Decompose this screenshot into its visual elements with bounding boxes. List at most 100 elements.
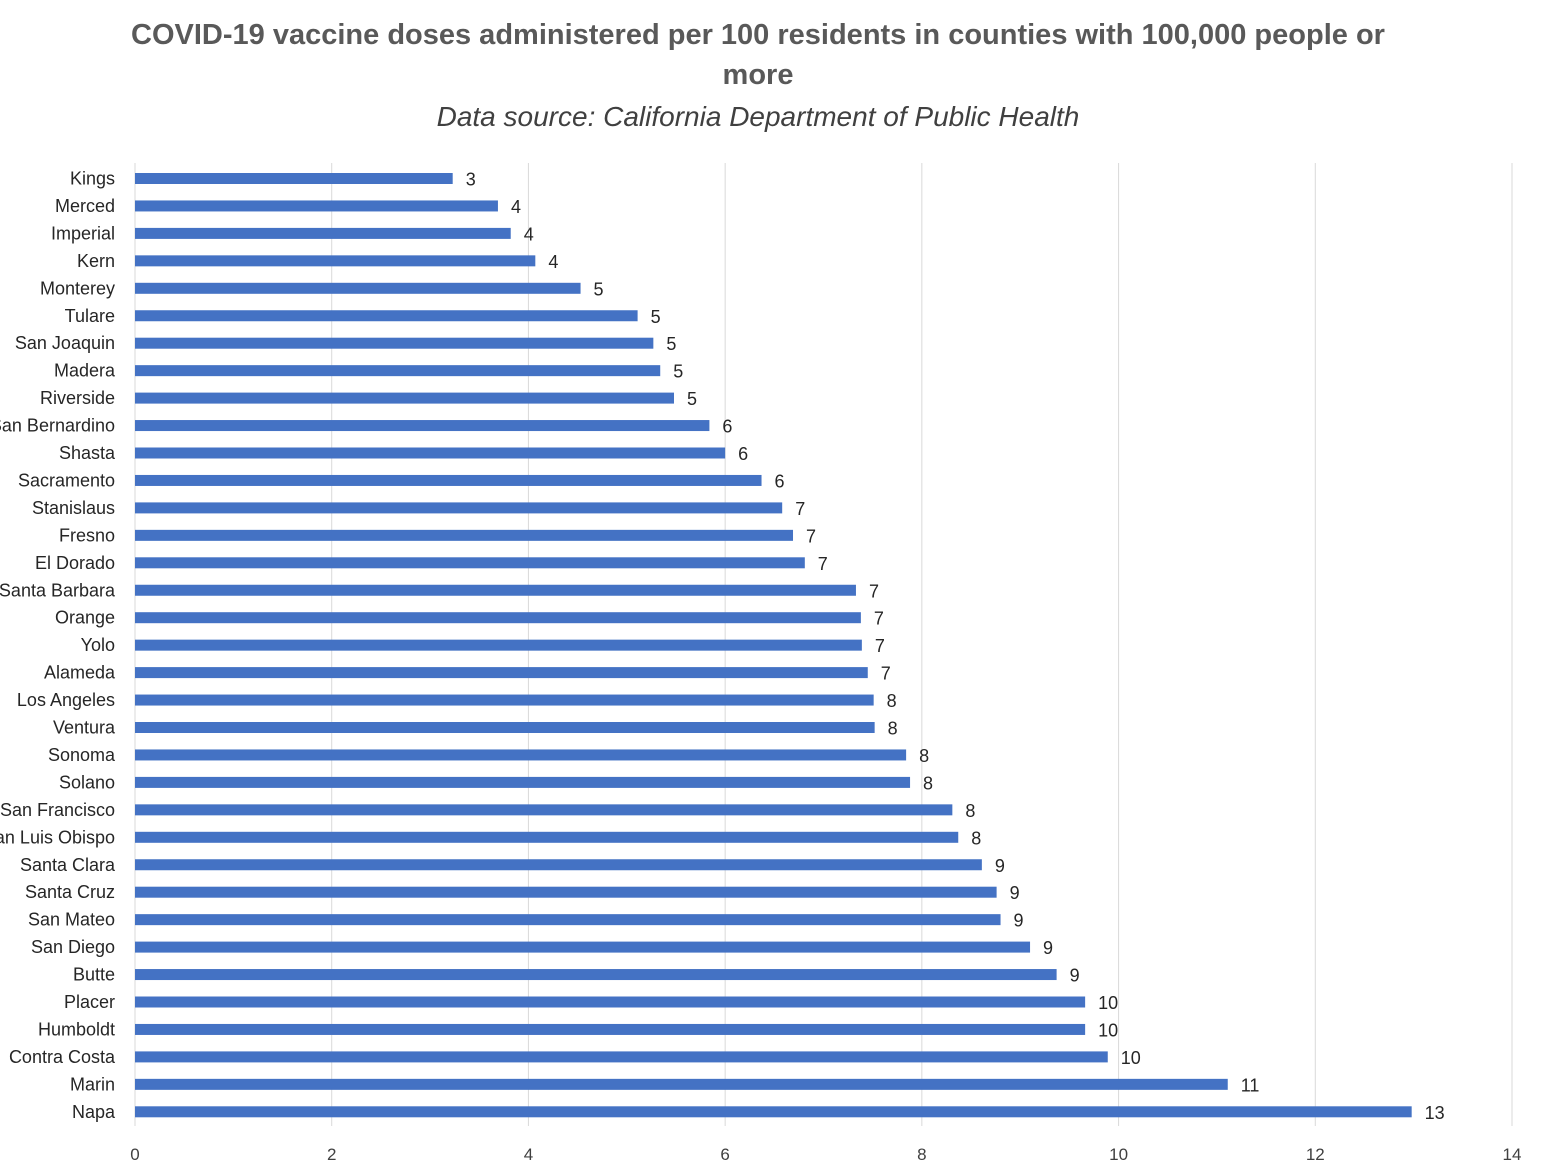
data-label: 8 [887,691,897,711]
data-label: 10 [1098,993,1118,1013]
x-tick-label: 14 [1503,1145,1522,1164]
chart-title-line-2: more [723,59,794,91]
bar [135,502,783,514]
data-label: 6 [738,444,748,464]
bar [135,200,498,212]
category-label: Santa Barbara [0,580,116,600]
data-label: 5 [651,307,661,327]
data-label: 9 [1014,911,1024,931]
category-label: Kings [70,169,115,189]
data-label: 7 [869,581,879,601]
category-label: Humboldt [38,1019,115,1039]
bar [135,941,1031,953]
bar [135,392,674,404]
data-label: 4 [511,197,521,217]
bar [135,282,581,294]
bar [135,474,762,486]
bar [135,1051,1108,1063]
bar [135,557,805,569]
bar [135,420,710,432]
x-tick-label: 6 [720,1145,729,1164]
category-label: Kern [77,251,115,271]
category-label: Santa Cruz [25,882,115,902]
data-label: 8 [919,746,929,766]
category-label: San Joaquin [15,333,115,353]
bar [135,639,862,651]
bar [135,227,511,239]
category-label: Tulare [65,306,115,326]
category-label: Alameda [44,663,116,683]
x-tick-label: 4 [524,1145,533,1164]
bar [135,529,794,541]
bar [135,447,726,459]
bar [135,584,856,596]
category-label: San Diego [31,937,115,957]
bar [135,612,861,624]
data-label: 5 [594,279,604,299]
category-label: Ventura [53,718,116,738]
x-tick-label: 12 [1306,1145,1325,1164]
category-label: Orange [55,608,115,628]
bar [135,694,874,706]
bars [135,173,1412,1118]
category-label: Santa Clara [20,855,116,875]
data-label: 5 [673,362,683,382]
category-label: Los Angeles [17,690,115,710]
category-labels: Kings Merced Imperial Kern Monterey Tulare San… [0,169,116,1122]
bar [135,969,1057,981]
category-label: Imperial [51,223,115,243]
bar [135,722,875,733]
bar [135,749,907,761]
category-label: San Luis Obispo [0,827,115,847]
bar [135,1023,1086,1035]
category-label: San Mateo [28,910,115,930]
chart-subtitle: Data source: California Department of Pu… [437,101,1080,132]
data-label: 8 [971,828,981,848]
category-label: Fresno [59,525,115,545]
category-label: Marin [70,1074,115,1094]
x-tick-label: 2 [327,1145,336,1164]
data-label: 10 [1121,1048,1141,1068]
category-label: San Francisco [0,800,115,820]
bar [135,776,911,788]
bar [135,255,536,267]
data-label: 7 [874,609,884,629]
data-label: 6 [775,471,785,491]
data-label: 7 [881,664,891,684]
x-axis-ticks: 0 2 4 6 8 10 12 14 [130,1145,1521,1164]
bar [135,831,959,843]
category-label: Napa [72,1102,116,1122]
category-label: San Bernardino [0,416,115,436]
x-tick-label: 10 [1109,1145,1128,1164]
bar [135,1106,1412,1118]
category-label: Placer [64,992,115,1012]
data-label: 8 [923,773,933,793]
category-label: Stanislaus [32,498,115,518]
bar [135,886,997,898]
category-label: El Dorado [35,553,115,573]
bar [135,996,1086,1008]
category-label: Sacramento [18,470,115,490]
data-label: 7 [818,554,828,574]
data-label: 8 [888,719,898,739]
data-label: 9 [1070,966,1080,986]
data-label: 7 [806,526,816,546]
data-label: 4 [524,224,534,244]
bar [135,914,1001,926]
data-label: 4 [548,252,558,272]
data-label: 5 [666,334,676,354]
data-label: 7 [875,636,885,656]
bar [135,1078,1228,1090]
data-label: 9 [1043,938,1053,958]
bar [135,310,638,322]
data-label: 9 [1010,883,1020,903]
x-tick-label: 8 [917,1145,926,1164]
bar [135,859,982,871]
bar [135,337,654,349]
data-label: 11 [1241,1075,1260,1095]
data-label: 5 [687,389,697,409]
category-label: Monterey [40,278,115,298]
data-label: 7 [795,499,805,519]
category-label: Contra Costa [9,1047,116,1067]
